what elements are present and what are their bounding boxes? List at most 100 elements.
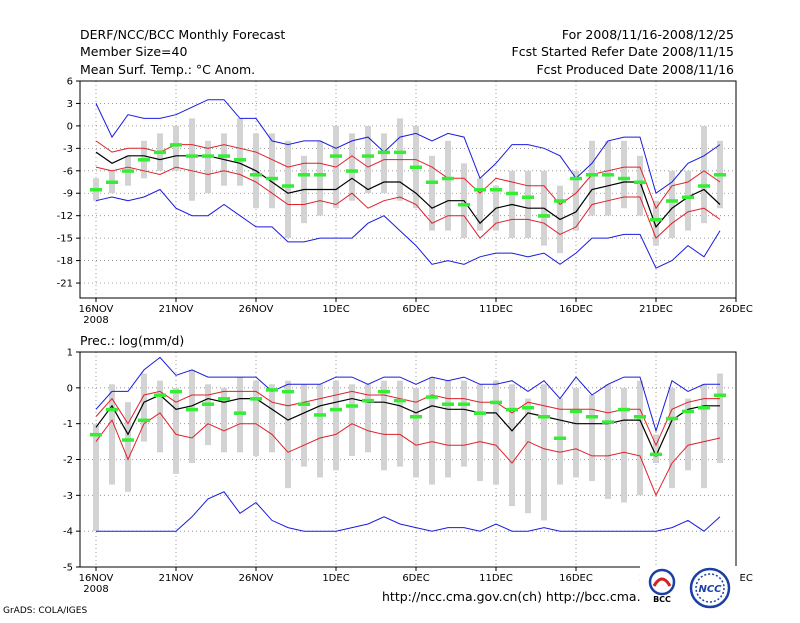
spread-box bbox=[461, 380, 467, 467]
spread-box bbox=[189, 118, 195, 201]
spread-box bbox=[381, 133, 387, 194]
member-mark bbox=[458, 202, 470, 207]
spread-box bbox=[653, 434, 659, 464]
produced-date-label: Fcst Produced Date 2008/11/16 bbox=[536, 62, 734, 77]
spread-box bbox=[477, 178, 483, 231]
bcc-logo-ring bbox=[648, 568, 676, 596]
member-mark bbox=[618, 407, 630, 412]
spread-box bbox=[621, 140, 627, 209]
x-tick-year-label: 2008 bbox=[83, 315, 108, 326]
member-mark bbox=[138, 418, 150, 423]
x-tick-label: 21NOV bbox=[159, 304, 194, 315]
member-mark bbox=[314, 413, 326, 417]
ensemble-mean-line bbox=[95, 394, 720, 458]
member-mark bbox=[330, 407, 342, 412]
member-mark bbox=[202, 402, 214, 406]
member-mark bbox=[442, 176, 454, 181]
member-mark bbox=[586, 173, 598, 177]
spread-box bbox=[397, 380, 403, 467]
member-mark bbox=[186, 154, 198, 158]
spread-box bbox=[605, 140, 611, 216]
member-mark bbox=[234, 411, 246, 415]
spread-box bbox=[285, 380, 291, 489]
member-mark bbox=[634, 180, 646, 185]
member-mark bbox=[266, 388, 278, 392]
member-mark bbox=[218, 154, 230, 158]
spread-box bbox=[653, 200, 659, 246]
member-mark bbox=[554, 199, 566, 203]
spread-box bbox=[685, 398, 691, 471]
spread-box bbox=[701, 384, 707, 489]
spread-box bbox=[317, 384, 323, 478]
max-line bbox=[95, 99, 721, 195]
spread-box bbox=[221, 387, 227, 453]
member-mark bbox=[442, 402, 454, 406]
member-mark bbox=[474, 188, 486, 192]
member-mark bbox=[282, 389, 294, 394]
spread-box bbox=[125, 402, 131, 492]
spread-box bbox=[541, 384, 547, 521]
member-mark bbox=[554, 436, 566, 440]
std-upper-line bbox=[95, 390, 720, 447]
member-mark bbox=[522, 406, 534, 410]
y-tick-label: -12 bbox=[57, 211, 73, 222]
member-mark bbox=[570, 409, 582, 414]
spread-box bbox=[349, 133, 355, 201]
spread-box bbox=[189, 369, 195, 464]
member-mark bbox=[714, 393, 726, 397]
spread-box bbox=[253, 380, 259, 456]
member-mark bbox=[666, 416, 678, 421]
member-mark bbox=[154, 393, 166, 397]
spread-box bbox=[157, 380, 163, 453]
member-mark bbox=[682, 409, 694, 414]
x-tick-label: 21NOV bbox=[159, 573, 194, 584]
spread-box bbox=[669, 170, 675, 239]
member-mark bbox=[394, 150, 406, 155]
ncc-logo-text: NCC bbox=[698, 584, 722, 595]
footer-url: http://ncc.cma.gov.cn(ch) http://bcc.cma… bbox=[382, 589, 707, 604]
member-mark bbox=[186, 407, 198, 412]
y-tick-label: 0 bbox=[67, 383, 73, 394]
x-tick-label: 16NOV bbox=[79, 573, 114, 584]
max-line bbox=[95, 356, 720, 433]
spread-box bbox=[717, 373, 723, 464]
bcc-logo-text: BCC bbox=[653, 595, 671, 604]
x-tick-label: 26NOV bbox=[239, 573, 274, 584]
member-mark bbox=[410, 165, 422, 170]
spread-box bbox=[637, 380, 643, 496]
member-mark bbox=[538, 214, 550, 218]
x-tick-label: 26DEC bbox=[719, 304, 753, 315]
std-lower-line bbox=[95, 166, 721, 239]
member-mark bbox=[106, 180, 118, 185]
y-tick-label: -6 bbox=[63, 166, 73, 177]
member-mark bbox=[122, 438, 134, 442]
member-mark bbox=[298, 402, 310, 406]
member-mark bbox=[90, 432, 102, 437]
member-mark bbox=[266, 176, 278, 181]
member-mark bbox=[618, 176, 630, 181]
member-mark bbox=[650, 217, 662, 222]
spread-box bbox=[589, 395, 595, 481]
spread-box bbox=[109, 384, 115, 485]
member-mark bbox=[218, 397, 230, 401]
member-mark bbox=[346, 169, 358, 173]
member-mark bbox=[570, 176, 582, 181]
member-mark bbox=[602, 173, 614, 177]
member-mark bbox=[250, 173, 262, 177]
y-tick-label: -9 bbox=[63, 189, 73, 200]
member-mark bbox=[506, 407, 518, 412]
spread-box bbox=[365, 384, 371, 453]
spread-box bbox=[381, 380, 387, 471]
member-mark bbox=[362, 154, 374, 158]
spread-box bbox=[173, 125, 179, 171]
spread-box bbox=[573, 170, 579, 231]
x-tick-label: 1DEC bbox=[322, 573, 349, 584]
member-mark bbox=[474, 411, 486, 415]
x-tick-label: 16DEC bbox=[559, 304, 593, 315]
member-mark bbox=[650, 452, 662, 457]
spread-box bbox=[621, 387, 627, 503]
spread-box bbox=[269, 384, 275, 453]
spread-box bbox=[445, 140, 451, 231]
